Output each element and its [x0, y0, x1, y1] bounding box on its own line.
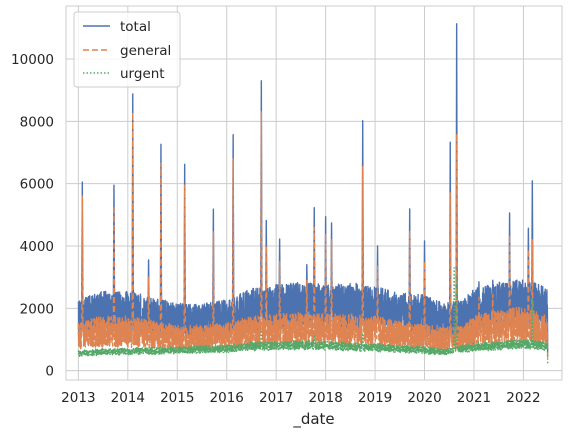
y-tick-labels: 0 2000 4000 6000 8000 10000 — [11, 52, 54, 380]
x-tick-label: 2016 — [210, 390, 244, 406]
legend-label-general: general — [120, 43, 171, 59]
x-tick-label: 2019 — [358, 390, 392, 406]
y-tick-label: 8000 — [20, 114, 54, 130]
x-tick-label: 2020 — [407, 390, 441, 406]
x-tick-label: 2014 — [111, 390, 145, 406]
x-axis-title: _date — [292, 410, 334, 429]
y-tick-label: 10000 — [11, 52, 54, 68]
y-tick-label: 0 — [45, 364, 54, 380]
y-tick-label: 6000 — [20, 177, 54, 193]
y-tick-label: 4000 — [20, 239, 54, 255]
x-tick-label: 2015 — [160, 390, 194, 406]
y-tick-label: 2000 — [20, 301, 54, 317]
x-tick-labels: 2013 2014 2015 2016 2017 2018 2019 2020 2021 2022 — [61, 390, 540, 406]
legend-label-urgent: urgent — [120, 66, 165, 82]
legend: total general urgent — [74, 12, 180, 87]
x-tick-label: 2017 — [259, 390, 293, 406]
x-tick-label: 2013 — [61, 390, 95, 406]
legend-label-total: total — [120, 19, 151, 35]
x-tick-label: 2018 — [308, 390, 342, 406]
x-tick-label: 2022 — [506, 390, 540, 406]
x-tick-label: 2021 — [457, 390, 491, 406]
